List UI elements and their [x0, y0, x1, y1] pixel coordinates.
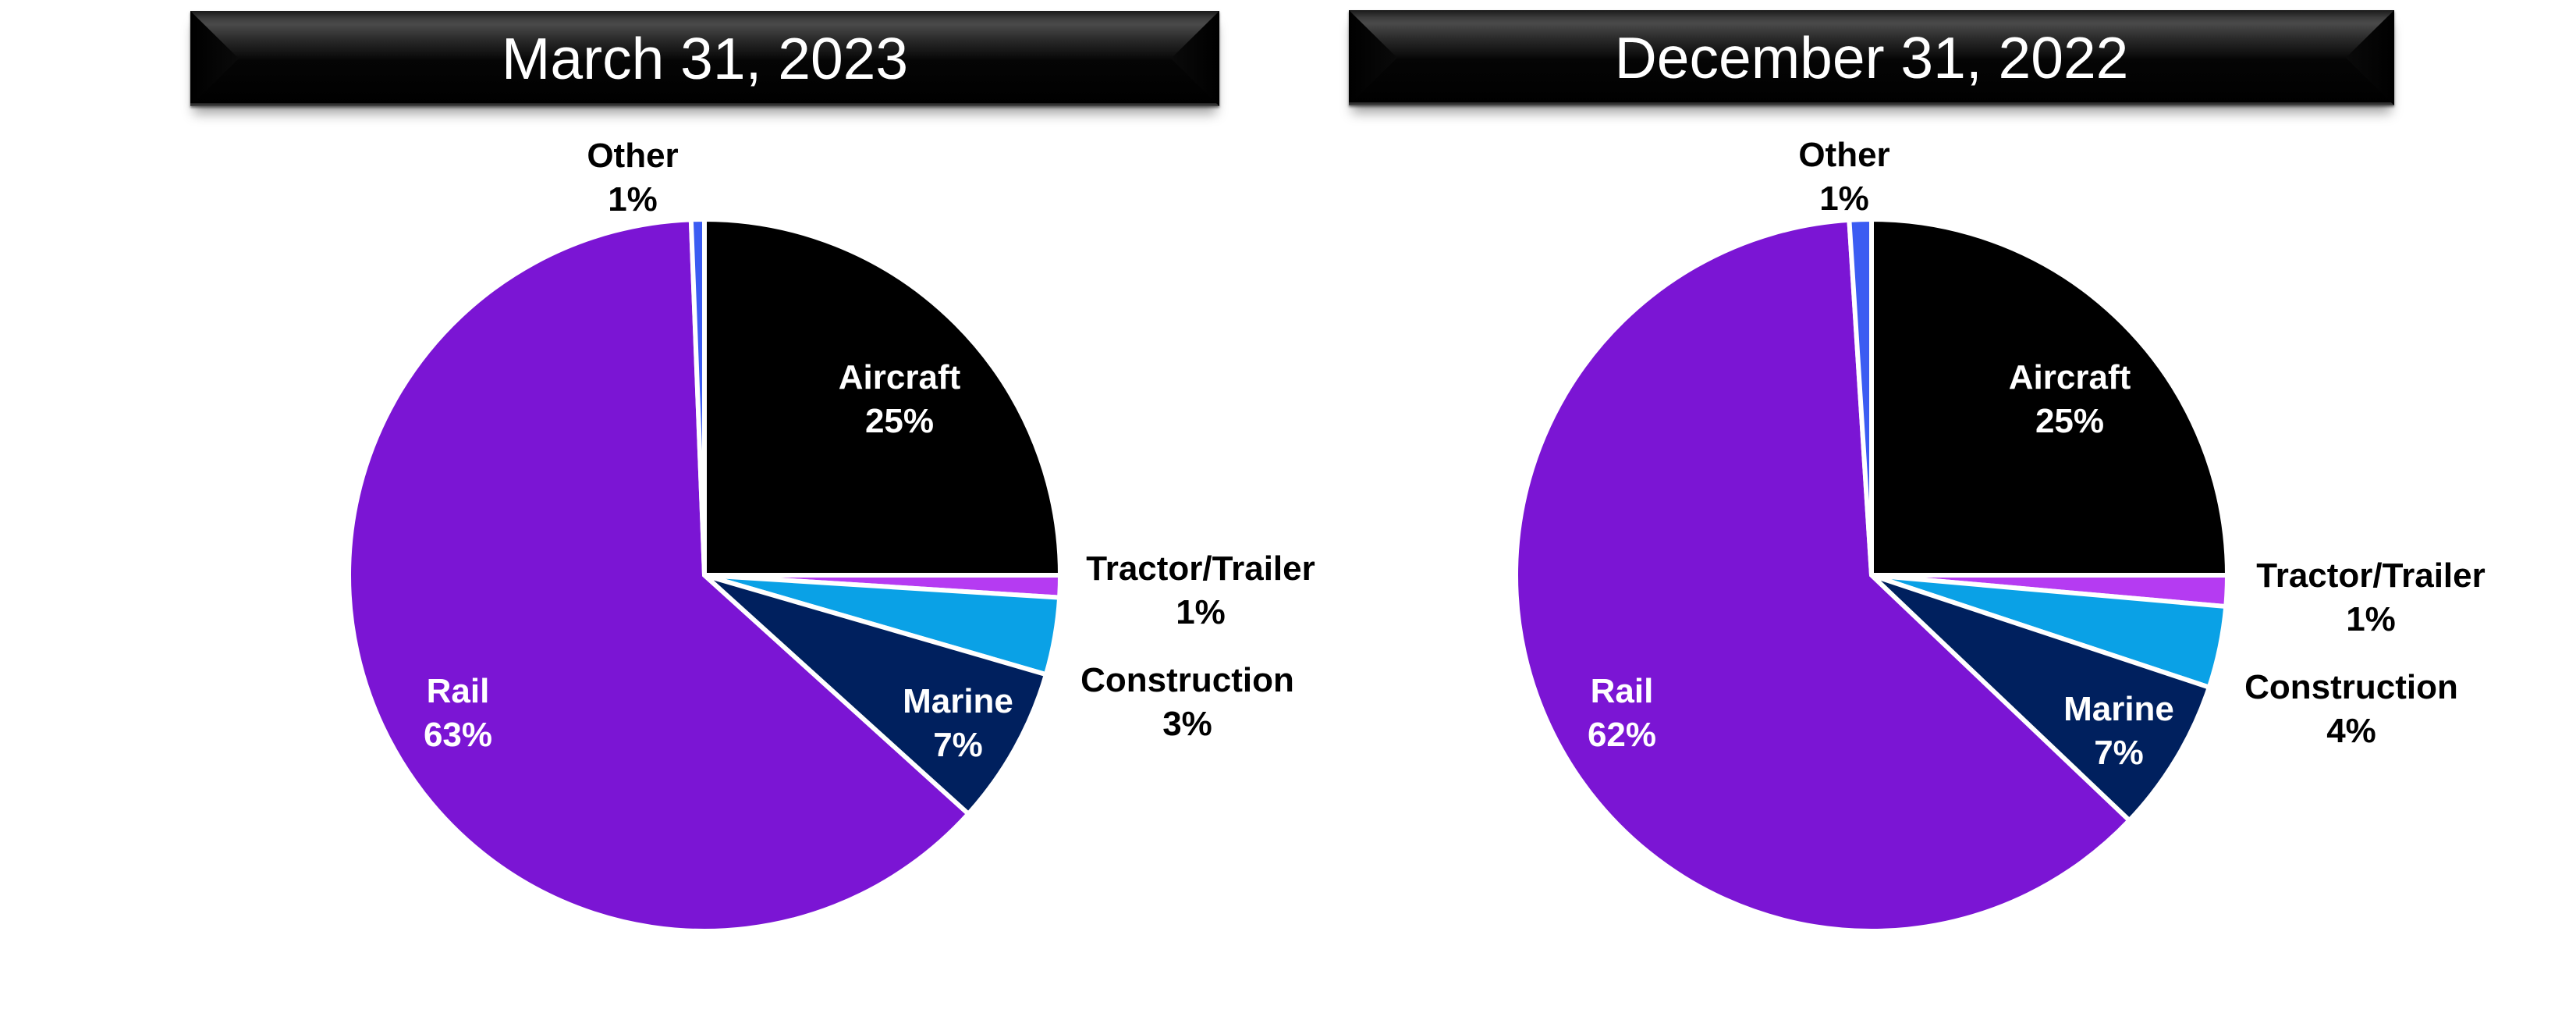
- data-label-tractor-trailer: Tractor/Trailer 1%: [2256, 554, 2485, 642]
- category-percent: 1%: [2346, 600, 2396, 638]
- title-banner: December 31, 2022: [1349, 10, 2394, 105]
- category-percent: 7%: [933, 726, 983, 764]
- data-label-construction: Construction 3%: [1080, 659, 1294, 746]
- category-name: Aircraft: [2008, 358, 2131, 396]
- pie-slice-marine: [1869, 573, 2212, 824]
- category-name: Construction: [1080, 661, 1294, 699]
- data-label-marine: Marine 7%: [903, 680, 1013, 767]
- category-name: Rail: [426, 672, 490, 710]
- pie-slice-other: [1847, 216, 1874, 576]
- pie-slice-aircraft: [702, 216, 1063, 578]
- category-percent: 1%: [1176, 593, 1226, 631]
- pie-slice-other: [688, 216, 707, 576]
- category-name: Tractor/Trailer: [1086, 549, 1315, 588]
- category-percent: 25%: [2035, 402, 2105, 440]
- title-banner: March 31, 2023: [190, 11, 1219, 106]
- data-label-other: Other 1%: [1798, 133, 1889, 221]
- category-name: Construction: [2244, 668, 2458, 706]
- category-percent: 1%: [1819, 180, 1869, 218]
- data-label-tractor-trailer: Tractor/Trailer 1%: [1086, 547, 1315, 635]
- category-percent: 63%: [423, 716, 493, 754]
- data-label-rail: Rail 62%: [1588, 670, 1656, 757]
- category-percent: 1%: [608, 180, 658, 219]
- chart-title: March 31, 2023: [501, 26, 909, 91]
- category-name: Other: [587, 137, 679, 175]
- pie-slice-marine: [702, 573, 1049, 818]
- banner-bottom-edge: [1349, 102, 2394, 105]
- data-label-aircraft: Aircraft 25%: [2009, 356, 2131, 443]
- category-percent: 4%: [2326, 712, 2376, 750]
- data-label-rail: Rail 63%: [424, 670, 492, 757]
- category-percent: 25%: [864, 402, 935, 440]
- category-name: Marine: [903, 682, 1013, 720]
- pie-slice-rail: [1513, 217, 2133, 933]
- category-name: Rail: [1590, 672, 1654, 710]
- category-name: Tractor/Trailer: [2256, 556, 2486, 595]
- category-percent: 3%: [1162, 705, 1212, 743]
- banner-bottom-edge: [190, 103, 1219, 106]
- data-label-aircraft: Aircraft 25%: [839, 356, 961, 443]
- data-label-other: Other 1%: [587, 134, 678, 222]
- category-name: Marine: [2063, 690, 2174, 728]
- data-label-marine: Marine 7%: [2063, 688, 2174, 775]
- category-name: Aircraft: [838, 358, 961, 396]
- pie-slice-rail: [346, 217, 972, 933]
- category-name: Other: [1798, 136, 1890, 174]
- data-label-construction: Construction 4%: [2244, 666, 2458, 753]
- category-percent: 7%: [2094, 734, 2144, 772]
- chart-title: December 31, 2022: [1614, 25, 2129, 91]
- pie-slice-aircraft: [1869, 216, 2230, 578]
- category-percent: 62%: [1587, 716, 1657, 754]
